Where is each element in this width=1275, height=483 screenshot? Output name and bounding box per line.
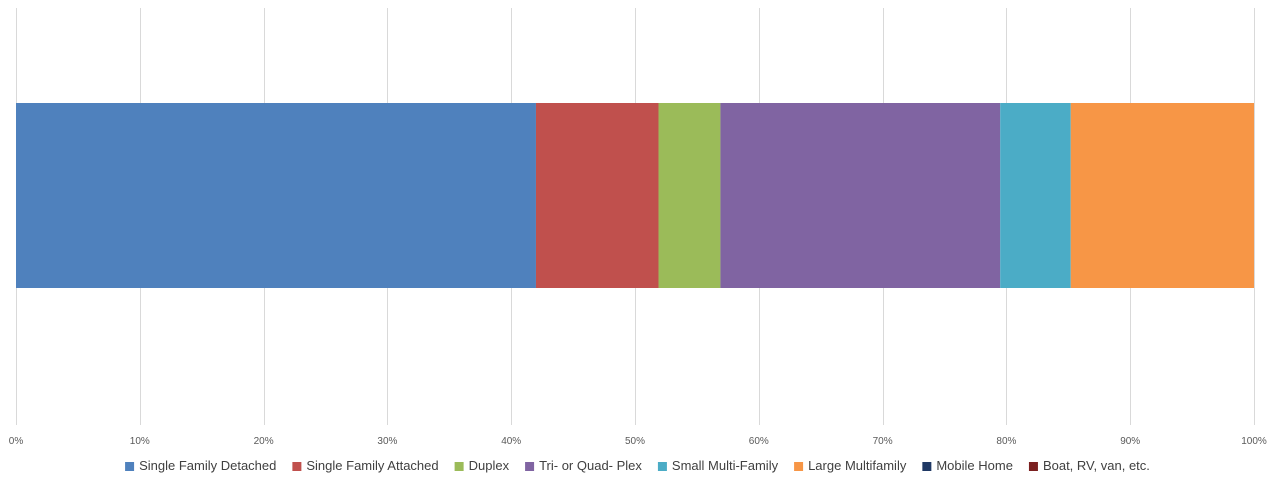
legend-swatch <box>525 462 535 471</box>
legend-label: Single Family Attached <box>306 458 438 473</box>
legend-item: Tri- or Quad- Plex <box>525 458 642 473</box>
legend: Single Family Detached Single Family Atta… <box>125 458 1150 473</box>
stacked-bar <box>16 103 1254 288</box>
bar-segment-3 <box>720 103 1001 288</box>
legend-item: Small Multi-Family <box>657 458 779 473</box>
legend-label: Single Family Detached <box>139 458 276 473</box>
x-tick-label: 0% <box>9 436 24 447</box>
legend-label: Large Multifamily <box>808 458 907 473</box>
legend-item: Large Multifamily <box>794 458 907 473</box>
legend-swatch <box>794 462 804 471</box>
bar-segment-1 <box>535 103 659 288</box>
x-tick-label: 30% <box>377 436 397 447</box>
legend-item: Duplex <box>454 458 510 473</box>
legend-swatch <box>657 462 667 471</box>
legend-swatch <box>125 462 135 471</box>
x-tick-label: 100% <box>1241 436 1267 447</box>
x-tick-label: 50% <box>625 436 645 447</box>
bar-segment-2 <box>658 103 721 288</box>
legend-label: Mobile Home <box>936 458 1013 473</box>
legend-item: Single Family Attached <box>292 458 439 473</box>
x-tick-label: 90% <box>1120 436 1140 447</box>
legend-label: Duplex <box>469 458 510 473</box>
legend-item: Boat, RV, van, etc. <box>1028 458 1150 473</box>
legend-swatch <box>1028 462 1038 471</box>
bar-segment-0 <box>16 103 536 288</box>
bar-segment-5 <box>1070 103 1254 288</box>
legend-item: Single Family Detached <box>125 458 276 473</box>
x-axis-tick-labels: 0% 10% 20% 30% 40% 50% 60% 70% 80% 90% 100% <box>9 436 1267 447</box>
bar-segment-4 <box>1000 103 1071 288</box>
legend-label: Tri- or Quad- Plex <box>539 458 642 473</box>
legend-item: Mobile Home <box>922 458 1013 473</box>
legend-label: Boat, RV, van, etc. <box>1043 458 1150 473</box>
x-tick-label: 70% <box>873 436 893 447</box>
x-tick-label: 60% <box>749 436 769 447</box>
legend-swatch <box>922 462 932 471</box>
x-tick-label: 10% <box>130 436 150 447</box>
legend-swatch <box>454 462 464 471</box>
legend-swatch <box>292 462 302 471</box>
x-tick-label: 80% <box>996 436 1016 447</box>
legend-label: Small Multi-Family <box>672 458 779 473</box>
x-tick-label: 20% <box>254 436 274 447</box>
x-tick-label: 40% <box>501 436 521 447</box>
